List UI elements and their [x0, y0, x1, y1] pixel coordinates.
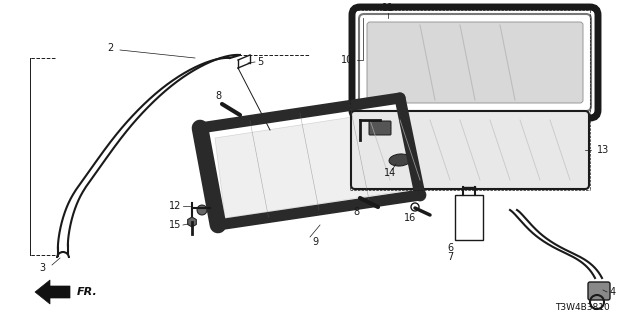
Bar — [455, 195, 483, 240]
Text: 5: 5 — [257, 57, 263, 67]
Text: 8: 8 — [353, 207, 359, 217]
Polygon shape — [35, 280, 70, 304]
Text: 3: 3 — [39, 263, 45, 273]
FancyBboxPatch shape — [351, 111, 589, 189]
Text: FR.: FR. — [77, 287, 98, 297]
Circle shape — [197, 205, 207, 215]
Text: 9: 9 — [312, 237, 318, 247]
Ellipse shape — [389, 154, 411, 166]
Circle shape — [394, 92, 406, 104]
Text: 13: 13 — [597, 145, 609, 155]
Text: 11: 11 — [382, 3, 394, 13]
Text: 2: 2 — [107, 43, 113, 53]
Text: 16: 16 — [404, 213, 416, 223]
Text: 10: 10 — [340, 55, 353, 65]
Text: 14: 14 — [384, 168, 396, 178]
Text: 4: 4 — [610, 287, 616, 297]
Polygon shape — [215, 110, 410, 218]
Circle shape — [194, 122, 206, 134]
Text: 8: 8 — [215, 91, 221, 101]
Circle shape — [208, 202, 216, 210]
Text: T3W4B3810: T3W4B3810 — [556, 303, 610, 312]
Text: 7: 7 — [447, 252, 453, 262]
Text: 15: 15 — [169, 220, 181, 230]
FancyBboxPatch shape — [588, 282, 610, 300]
Text: 6: 6 — [447, 243, 453, 253]
Circle shape — [414, 189, 426, 201]
Circle shape — [212, 219, 224, 231]
FancyBboxPatch shape — [367, 22, 583, 103]
FancyBboxPatch shape — [369, 121, 391, 135]
Text: 12: 12 — [169, 201, 181, 211]
